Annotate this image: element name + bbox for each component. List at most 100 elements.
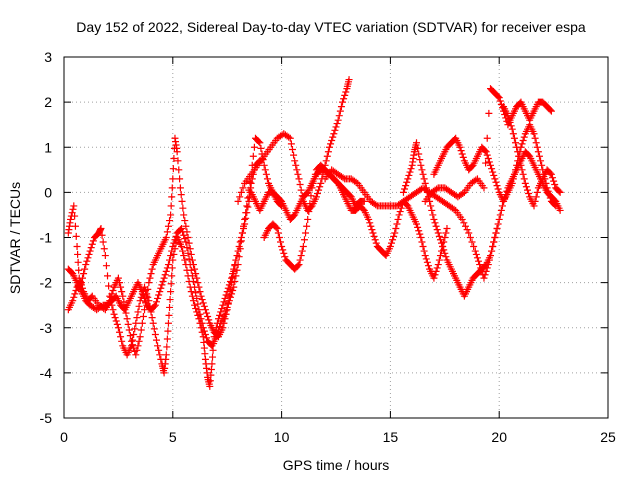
data-point — [489, 168, 497, 176]
data-point — [491, 234, 499, 241]
data-point — [484, 155, 492, 163]
data-point — [142, 287, 150, 295]
data-point — [429, 211, 437, 219]
data-point — [184, 249, 192, 257]
data-point — [189, 277, 197, 285]
y-tick-label: 0 — [44, 184, 52, 200]
data-point — [546, 106, 554, 114]
data-point — [167, 288, 175, 296]
data-point — [257, 144, 265, 152]
data-point — [497, 206, 505, 214]
data-point — [151, 301, 159, 309]
data-point — [272, 223, 280, 231]
data-point — [172, 232, 180, 240]
data-point — [415, 227, 423, 235]
data-point — [208, 360, 216, 368]
data-point — [369, 229, 377, 237]
data-point — [217, 308, 225, 316]
data-point — [181, 235, 189, 243]
data-point — [182, 222, 190, 230]
data-point — [125, 326, 133, 334]
data-point — [470, 243, 478, 251]
data-point — [521, 179, 529, 187]
data-point — [322, 157, 330, 165]
y-tick-label: 2 — [44, 94, 52, 110]
data-point — [422, 184, 430, 192]
data-point — [490, 171, 498, 179]
data-point — [324, 148, 332, 156]
data-point — [242, 209, 250, 217]
data-point — [512, 166, 520, 174]
data-point — [341, 91, 349, 99]
data-point — [219, 324, 227, 332]
data-point — [547, 170, 555, 178]
data-point — [170, 155, 178, 163]
data-point — [133, 346, 141, 354]
data-point — [168, 193, 176, 201]
data-point — [136, 333, 144, 341]
data-point — [150, 325, 158, 333]
data-point — [292, 161, 300, 169]
data-point — [372, 201, 380, 209]
data-point — [551, 180, 559, 188]
data-point — [214, 326, 222, 334]
data-point — [167, 211, 175, 219]
data-point — [537, 157, 545, 165]
data-point — [185, 255, 193, 263]
data-point — [247, 179, 255, 187]
data-point — [241, 215, 249, 223]
data-point — [317, 179, 325, 187]
data-point — [184, 234, 192, 241]
data-point — [164, 261, 172, 269]
data-point — [434, 229, 442, 237]
data-point — [187, 250, 195, 258]
data-point — [249, 152, 257, 160]
data-point — [168, 247, 176, 255]
data-point — [472, 250, 480, 258]
data-point — [496, 97, 504, 105]
data-point — [180, 231, 188, 239]
x-tick-label: 0 — [60, 429, 68, 445]
y-tick-label: 1 — [44, 139, 52, 155]
data-markers — [64, 76, 564, 390]
data-point — [255, 138, 263, 146]
data-point — [482, 148, 490, 156]
data-point — [438, 239, 446, 247]
series-sat-j — [421, 85, 555, 205]
data-point — [546, 194, 554, 202]
data-point — [198, 319, 206, 327]
data-point — [221, 294, 229, 302]
data-point — [291, 157, 299, 165]
data-point — [304, 215, 312, 223]
data-point — [486, 252, 494, 260]
data-point — [230, 265, 238, 273]
data-point — [436, 252, 444, 260]
series-sat-k — [500, 103, 564, 210]
data-point — [365, 215, 373, 223]
data-point — [238, 229, 246, 237]
data-point — [476, 261, 484, 269]
data-point — [179, 204, 187, 212]
data-point — [142, 298, 150, 306]
data-point — [74, 250, 82, 258]
x-axis-label: GPS time / hours — [283, 457, 390, 473]
data-point — [169, 165, 177, 173]
data-point — [514, 148, 522, 156]
data-point — [70, 293, 78, 301]
data-point — [244, 203, 252, 211]
data-point — [132, 319, 140, 327]
data-point — [405, 171, 413, 179]
data-point — [302, 229, 310, 237]
data-point — [170, 239, 178, 247]
data-point — [235, 253, 243, 261]
data-point — [531, 197, 539, 205]
data-point — [148, 265, 156, 273]
data-point — [489, 243, 497, 251]
data-point — [417, 161, 425, 169]
data-point — [550, 177, 558, 185]
data-point — [389, 236, 397, 244]
data-point — [168, 184, 176, 192]
data-point — [466, 234, 474, 241]
data-point — [505, 115, 513, 123]
